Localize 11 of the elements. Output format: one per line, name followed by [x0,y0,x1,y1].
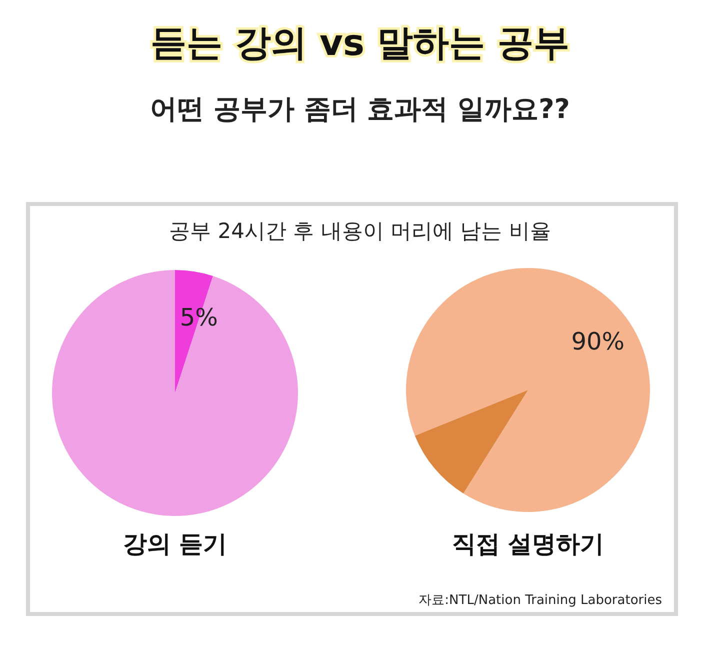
text: 강의 듣기 [122,530,228,558]
pie-slice [406,268,650,512]
pie-slice [414,390,528,494]
text: 자료:NTL/Nation Training Laboratories [418,593,662,608]
text: 직접 설명하기 [452,530,604,558]
text: 공부 24시간 후 내용이 머리에 남는 비율 [169,219,551,243]
chart-title: 듣는 강의 vs 말하는 공부 [150,23,570,64]
text: 어떤 공부가 좀더 효과적 일까요?? [150,94,570,125]
data-label: 5% [180,304,218,332]
data-label: 90% [571,327,625,356]
pie-slice [52,270,298,516]
